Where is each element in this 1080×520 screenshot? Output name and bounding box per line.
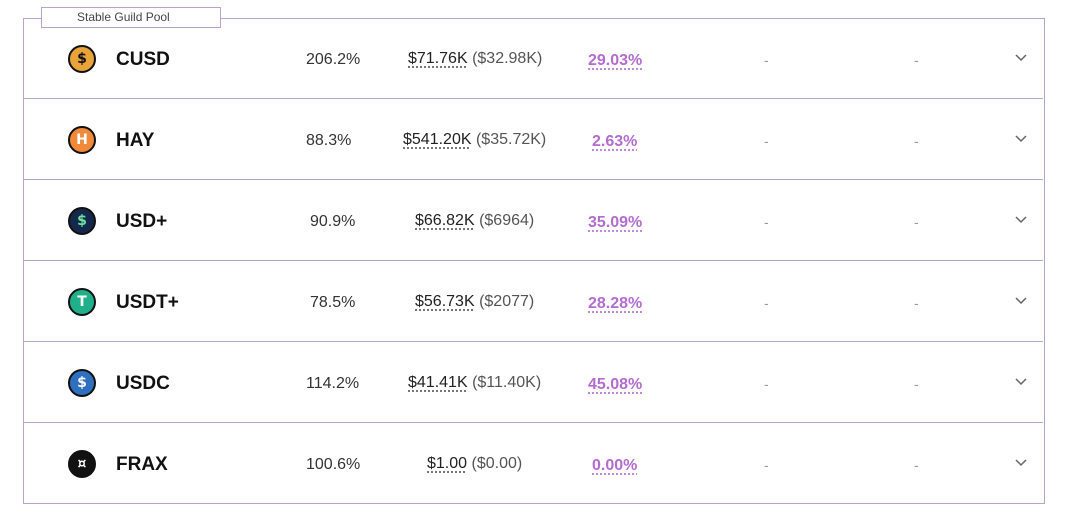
tvl-value: $41.41K ($11.40K) xyxy=(408,374,541,392)
empty-cell: - xyxy=(914,295,919,311)
icon-glyph: $ xyxy=(77,375,87,391)
token-name: USD+ xyxy=(116,211,168,232)
tvl-sub: ($2077) xyxy=(479,293,535,310)
usdc-icon: $ xyxy=(68,369,96,397)
empty-cell: - xyxy=(764,295,769,311)
empty-cell: - xyxy=(764,376,769,392)
icon-glyph: H xyxy=(76,132,88,148)
pool-title: Stable Guild Pool xyxy=(77,10,170,24)
tvl-value: $1.00 ($0.00) xyxy=(427,455,522,473)
ratio-value: 90.9% xyxy=(310,213,356,230)
empty-cell: - xyxy=(764,133,769,149)
tvl-main[interactable]: $66.82K xyxy=(415,212,475,229)
tvl-sub: ($6964) xyxy=(479,212,535,229)
empty-cell: - xyxy=(764,457,769,473)
empty-cell: - xyxy=(764,214,769,230)
table-row[interactable]: $ USDC 114.2% $41.41K ($11.40K) 45.08% -… xyxy=(24,343,1043,423)
apr-value[interactable]: 45.08% xyxy=(588,376,643,393)
chevron-down-icon[interactable] xyxy=(1014,212,1028,226)
tvl-main[interactable]: $56.73K xyxy=(415,293,475,310)
icon-glyph: $ xyxy=(77,213,87,229)
empty-cell: - xyxy=(914,457,919,473)
icon-glyph: $ xyxy=(77,51,87,67)
icon-glyph: T xyxy=(77,294,87,310)
table-row[interactable]: H HAY 88.3% $541.20K ($35.72K) 2.63% - - xyxy=(24,100,1043,180)
chevron-down-icon[interactable] xyxy=(1014,455,1028,469)
token-name: USDC xyxy=(116,373,170,394)
empty-cell: - xyxy=(914,376,919,392)
token-name: FRAX xyxy=(116,454,168,475)
icon-glyph: ¤ xyxy=(77,456,87,472)
apr-value[interactable]: 28.28% xyxy=(588,295,643,312)
table-row[interactable]: T USDT+ 78.5% $56.73K ($2077) 28.28% - - xyxy=(24,262,1043,342)
ratio-value: 206.2% xyxy=(306,51,361,68)
tvl-value: $541.20K ($35.72K) xyxy=(403,131,546,149)
empty-cell: - xyxy=(914,133,919,149)
tvl-sub: ($35.72K) xyxy=(475,131,547,148)
apr-value[interactable]: 2.63% xyxy=(592,133,638,150)
token-name: HAY xyxy=(116,130,155,151)
apr-value[interactable]: 29.03% xyxy=(588,52,643,69)
frax-icon: ¤ xyxy=(68,450,96,478)
empty-cell: - xyxy=(764,52,769,68)
token-name: USDT+ xyxy=(116,292,179,313)
table-row[interactable]: $ USD+ 90.9% $66.82K ($6964) 35.09% - - xyxy=(24,181,1043,261)
cusd-icon: $ xyxy=(68,45,96,73)
table-row[interactable]: $ CUSD 206.2% $71.76K ($32.98K) 29.03% -… xyxy=(24,19,1043,99)
ratio-value: 88.3% xyxy=(306,132,352,149)
chevron-down-icon[interactable] xyxy=(1014,374,1028,388)
ratio-value: 114.2% xyxy=(306,375,360,392)
tvl-sub: ($11.40K) xyxy=(472,374,542,391)
ratio-value: 100.6% xyxy=(306,456,361,473)
token-name: CUSD xyxy=(116,49,170,70)
usd-plus-icon: $ xyxy=(68,207,96,235)
tvl-main[interactable]: $41.41K xyxy=(408,374,468,391)
empty-cell: - xyxy=(914,214,919,230)
ratio-value: 78.5% xyxy=(310,294,356,311)
chevron-down-icon[interactable] xyxy=(1014,293,1028,307)
apr-value[interactable]: 0.00% xyxy=(592,457,638,474)
chevron-down-icon[interactable] xyxy=(1014,50,1028,64)
chevron-down-icon[interactable] xyxy=(1014,131,1028,145)
pool-title-tab: Stable Guild Pool xyxy=(41,7,221,28)
table-row[interactable]: ¤ FRAX 100.6% $1.00 ($0.00) 0.00% - - xyxy=(24,424,1043,504)
hay-icon: H xyxy=(68,126,96,154)
usdt-plus-icon: T xyxy=(68,288,96,316)
tvl-value: $56.73K ($2077) xyxy=(415,293,534,311)
tvl-main[interactable]: $1.00 xyxy=(427,455,468,472)
tvl-value: $71.76K ($32.98K) xyxy=(408,50,542,68)
tvl-main[interactable]: $71.76K xyxy=(408,50,468,67)
apr-value[interactable]: 35.09% xyxy=(588,214,643,231)
tvl-sub: ($0.00) xyxy=(471,455,523,472)
pool-table: $ CUSD 206.2% $71.76K ($32.98K) 29.03% -… xyxy=(23,18,1045,504)
tvl-main[interactable]: $541.20K xyxy=(403,131,472,148)
tvl-value: $66.82K ($6964) xyxy=(415,212,534,230)
empty-cell: - xyxy=(914,52,919,68)
tvl-sub: ($32.98K) xyxy=(472,50,543,67)
